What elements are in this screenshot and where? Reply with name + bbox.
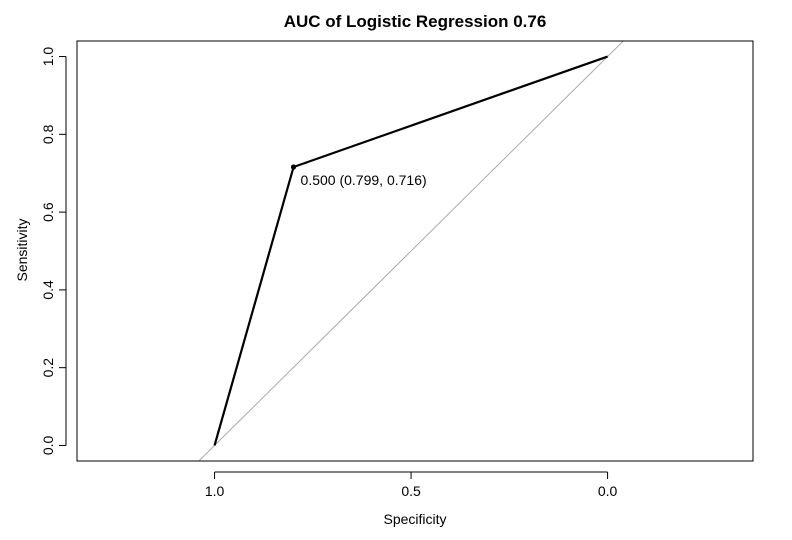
y-tick-label: 1.0 [40,47,56,67]
plot-frame [76,40,754,462]
y-tick-label: 0.2 [40,358,56,378]
y-tick-label: 0.8 [40,124,56,144]
x-tick-label: 1.0 [205,483,225,499]
y-tick-label: 0.0 [40,436,56,456]
y-tick-label: 0.4 [40,280,56,300]
y-tick-label: 0.6 [40,202,56,222]
x-tick-label: 0.0 [598,483,618,499]
x-axis-label: Specificity [383,511,446,527]
reference-diagonal-line [198,41,624,461]
threshold-point [290,164,297,170]
chart-title: AUC of Logistic Regression 0.76 [284,12,547,31]
threshold-annotation: 0.500 (0.799, 0.716) [301,172,427,188]
y-axis-label: Sensitivity [14,218,30,281]
x-tick-label: 0.5 [401,483,421,499]
